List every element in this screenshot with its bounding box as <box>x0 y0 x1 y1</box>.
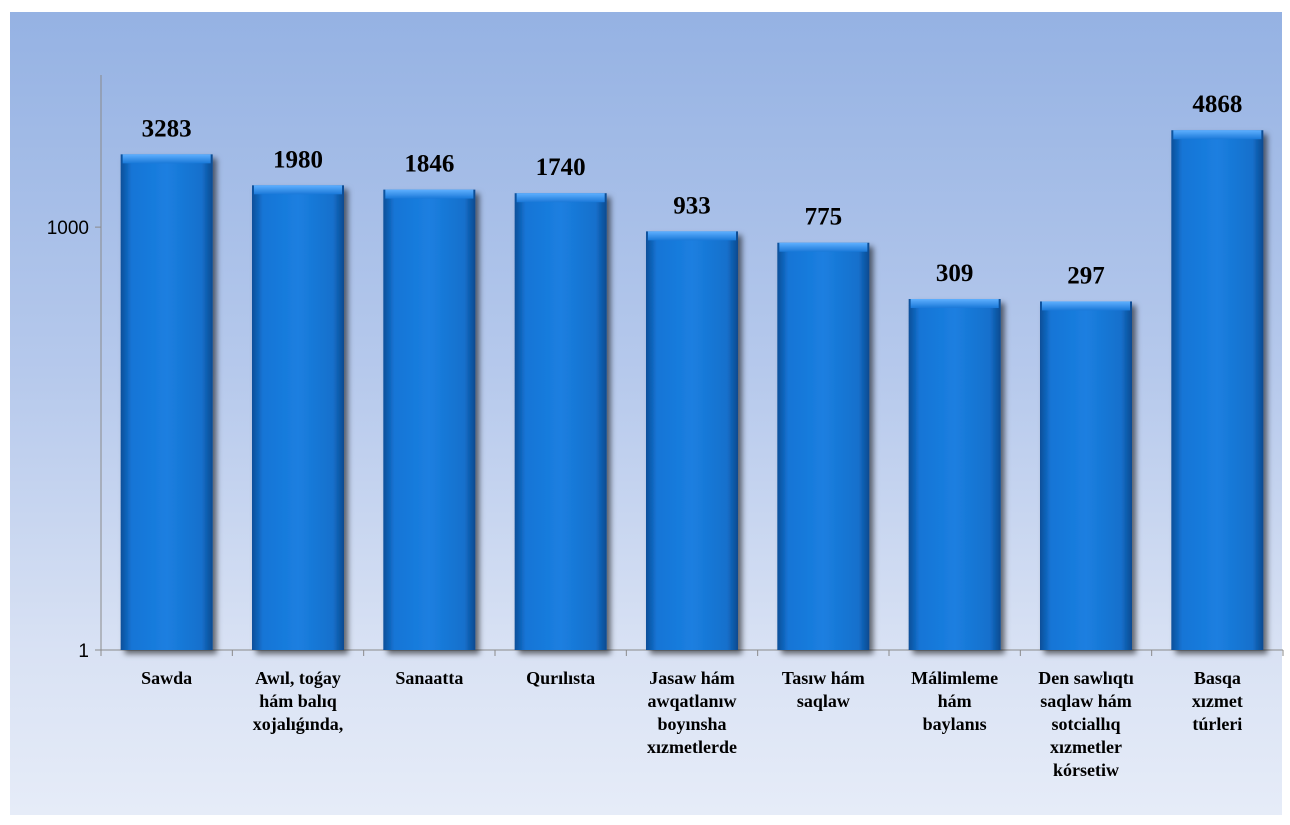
bar-highlight <box>779 242 868 252</box>
bar-body <box>252 185 344 650</box>
bar <box>1040 301 1132 650</box>
data-label: 1846 <box>404 151 454 178</box>
bar-highlight <box>516 193 605 203</box>
category-label: Málimleme hám baylanıs <box>911 668 998 734</box>
bar-highlight <box>122 154 211 164</box>
bar-body <box>383 189 476 651</box>
bar <box>1171 130 1264 651</box>
bar-highlight <box>648 231 736 241</box>
data-label: 4868 <box>1192 91 1242 118</box>
category-label: Qurılısta <box>526 668 595 688</box>
data-label: 1980 <box>273 146 323 173</box>
bar <box>120 154 213 650</box>
bar <box>383 189 476 651</box>
bar-body <box>120 154 213 650</box>
bar-highlight <box>910 299 999 309</box>
category-label: Sawda <box>141 668 192 688</box>
category-label: Tasıw hám saqlaw <box>782 668 865 711</box>
bar-body <box>514 193 607 650</box>
bar <box>252 185 344 650</box>
bar <box>514 193 607 650</box>
data-label: 933 <box>673 192 711 219</box>
data-label: 1740 <box>536 154 586 181</box>
y-tick-label: 1 <box>78 641 89 662</box>
bar-body <box>1171 130 1264 651</box>
data-label: 775 <box>805 204 843 231</box>
bar-body <box>1040 301 1132 650</box>
bars <box>120 130 1264 651</box>
data-labels: 3283 1980 1846 1740 933 775 309 297 4868 <box>142 91 1243 289</box>
bar-highlight <box>385 189 474 199</box>
bar <box>646 231 738 650</box>
bar-highlight <box>254 185 342 195</box>
bar <box>908 299 1001 650</box>
data-label: 297 <box>1067 262 1105 289</box>
bar-body <box>777 242 870 650</box>
category-label: Den sawlıqtı saqlaw hám sotciallıq xızmetle… <box>1038 668 1134 780</box>
bar-highlight <box>1042 301 1130 311</box>
category-label: Basqa xızmet túrleri <box>1192 668 1243 734</box>
data-label: 3283 <box>142 115 192 142</box>
category-label: Sanaatta <box>395 668 463 688</box>
category-label: Awıl, toǵay hám balıq xojalıǵında, <box>253 668 344 734</box>
category-label: Jasaw hám awqatlanıw boyınsha xızmetlerde <box>647 668 737 757</box>
y-tick-label: 1000 <box>47 218 89 239</box>
category-labels: Sawda Awıl, toǵay hám balıq xojalıǵında, San… <box>141 668 1243 780</box>
bar <box>777 242 870 650</box>
bar-body <box>908 299 1001 650</box>
data-label: 309 <box>936 260 974 287</box>
bar-body <box>646 231 738 650</box>
bar-highlight <box>1173 130 1262 140</box>
